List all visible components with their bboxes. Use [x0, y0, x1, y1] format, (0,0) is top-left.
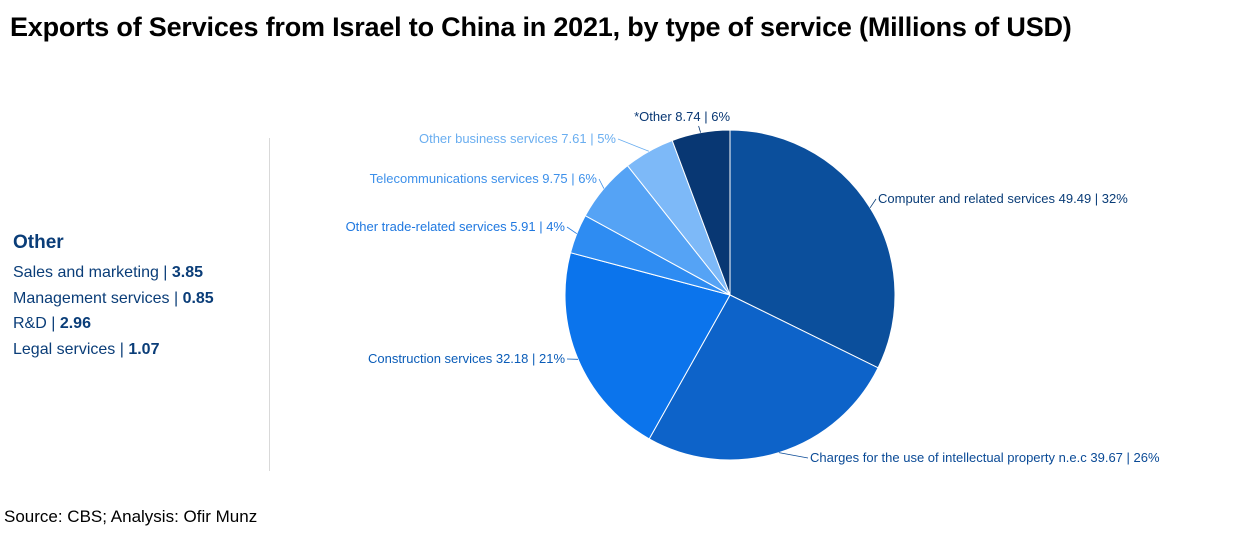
slice-label: Other trade-related services 5.91 | 4%: [346, 219, 566, 234]
divider-line: [269, 138, 270, 471]
slice-leader-line: [566, 226, 578, 235]
chart-title: Exports of Services from Israel to China…: [10, 12, 1072, 42]
other-item-value: 0.85: [182, 289, 214, 307]
source-note: Source: CBS; Analysis: Ofir Munz: [4, 507, 258, 526]
slice-leader-line: [778, 452, 809, 459]
slice-leader-line: [598, 178, 605, 189]
slice-label: Other business services 7.61 | 5%: [419, 131, 616, 146]
other-item-value: 1.07: [128, 340, 160, 358]
other-heading: Other: [13, 232, 64, 253]
pie-slice: [564, 252, 731, 440]
slice-leader-line: [869, 198, 877, 209]
slice-label: Charges for the use of intellectual prop…: [810, 450, 1160, 465]
slice-label: *Other 8.74 | 6%: [634, 109, 730, 124]
slice-label: Telecommunications services 9.75 | 6%: [370, 171, 598, 186]
other-item-label: Management services |: [13, 289, 183, 307]
other-item-sales-marketing: Sales and marketing | 3.85: [13, 260, 214, 286]
other-item-label: Sales and marketing |: [13, 264, 172, 281]
slice-label: Construction services 32.18 | 21%: [368, 351, 565, 366]
slice-leader-line: [617, 138, 650, 152]
pie-slice: [671, 129, 731, 296]
other-breakdown: Other Sales and marketing | 3.85 Managem…: [13, 232, 214, 362]
slice-label: Computer and related services 49.49 | 32…: [878, 191, 1128, 206]
slice-leader-line: [698, 125, 701, 133]
pie-slice: [729, 129, 896, 369]
other-item-management: Management services | 0.85: [13, 286, 214, 312]
other-item-legal: Legal services | 1.07: [13, 337, 214, 363]
other-item-rnd: R&D | 2.96: [13, 311, 214, 337]
other-item-label: Legal services |: [13, 340, 129, 358]
other-item-value: 2.96: [59, 315, 91, 332]
other-item-label: R&D |: [13, 315, 60, 332]
other-item-value: 3.85: [171, 264, 204, 281]
